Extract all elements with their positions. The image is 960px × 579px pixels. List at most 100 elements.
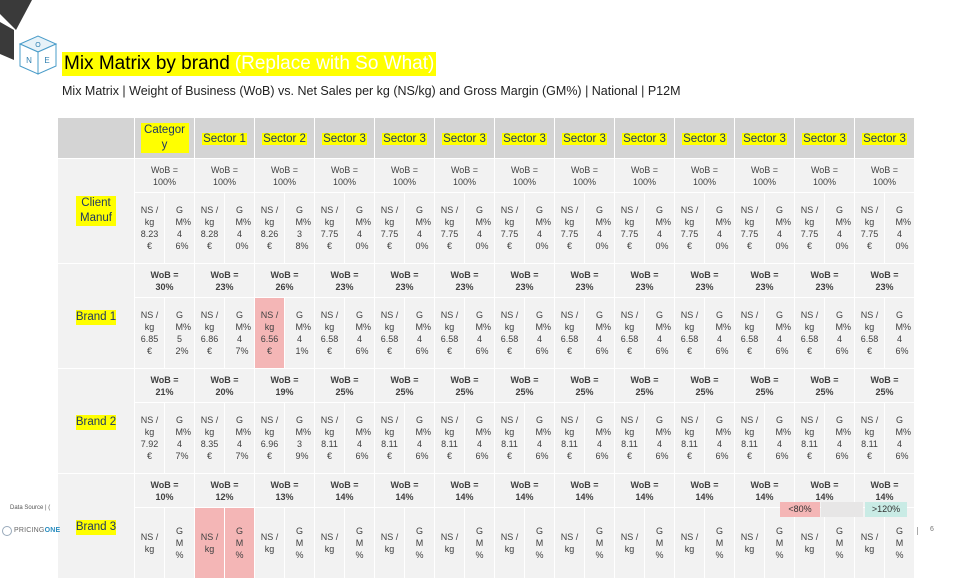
gm-percent-cell: GM% 46%: [884, 402, 915, 474]
header-row: Category Sector 1 Sector 2 Sector 3 Sector 3…: [57, 117, 915, 159]
wob-value: WoB = 20%: [210, 374, 239, 397]
ns-per-kg-value: NS /kg 7.75€: [680, 205, 699, 251]
ns-per-kg-cell: NS /kg: [494, 507, 525, 579]
wob-cell: WoB = 21%: [134, 368, 195, 403]
gm-percent-value: GM% 40%: [715, 205, 732, 251]
gm-percent-cell: GM %: [524, 507, 555, 579]
gm-percent-cell: GM% 40%: [644, 192, 675, 264]
wob-value: WoB = 25%: [510, 374, 539, 397]
gm-percent-value: GM% 46%: [775, 310, 792, 356]
gm-percent-cell: GM% 47%: [224, 402, 255, 474]
ns-per-kg-value: NS /kg: [440, 532, 459, 554]
ns-per-kg-value: NS /kg 8.26€: [260, 205, 279, 251]
column-header: Sector 1: [194, 117, 255, 159]
gm-percent-value: GM% 46%: [175, 205, 192, 251]
ns-per-kg-cell: NS /kg 7.75€: [674, 192, 705, 264]
wob-cell: WoB = 100%: [134, 158, 195, 193]
ns-per-kg-cell: NS /kg 8.11€: [314, 402, 345, 474]
gm-percent-value: GM% 40%: [475, 205, 492, 251]
gm-percent-cell: GM% 40%: [824, 192, 855, 264]
gm-percent-cell: GM% 40%: [764, 192, 795, 264]
wob-cell: WoB = 100%: [494, 158, 555, 193]
ns-per-kg-cell: NS /kg 7.75€: [614, 192, 645, 264]
metrics-row: NS /kg GM % NS /kg GM % NS /kg GM % NS /kg GM %…: [58, 507, 915, 579]
ns-per-kg-value: NS /kg: [740, 532, 759, 554]
gm-percent-value: GM% 46%: [835, 415, 852, 461]
ns-per-kg-value: NS /kg: [560, 532, 579, 554]
ns-per-kg-cell: NS /kg 7.75€: [374, 192, 405, 264]
ns-per-kg-value: NS /kg: [800, 532, 819, 554]
ns-per-kg-value: NS /kg 7.75€: [560, 205, 579, 251]
logo-cube: O N E: [0, 0, 58, 75]
ns-per-kg-value: NS /kg: [200, 532, 219, 554]
wob-value: WoB = 14%: [810, 479, 839, 502]
wob-cell: WoB = 19%: [254, 368, 315, 403]
ns-per-kg-value: NS /kg 8.28€: [200, 205, 219, 251]
ns-per-kg-value: NS /kg 7.92€: [140, 415, 159, 461]
legend-high: >120%: [865, 502, 907, 517]
gm-percent-cell: GM% 40%: [344, 192, 375, 264]
wob-value: WoB = 30%: [150, 269, 179, 292]
wob-cell: WoB = 100%: [674, 158, 735, 193]
wob-value: WoB = 23%: [630, 269, 659, 292]
so-what-placeholder: (Replace with So What): [234, 53, 435, 74]
footer-divider: [917, 527, 918, 535]
row-label: Client Manuf: [76, 196, 116, 226]
ns-per-kg-value: NS /kg 6.58€: [800, 310, 819, 356]
gm-percent-cell: GM %: [644, 507, 675, 579]
wob-cell: WoB = 25%: [794, 368, 855, 403]
row-label-cell: Brand 1: [57, 263, 135, 369]
column-header: Sector 3: [794, 117, 855, 159]
ns-per-kg-cell: NS /kg: [134, 507, 165, 579]
gm-percent-value: GM %: [295, 526, 304, 560]
wob-cell: WoB = 100%: [254, 158, 315, 193]
wob-value: WoB = 14%: [870, 479, 899, 502]
gm-percent-cell: GM% 46%: [524, 297, 555, 369]
ns-per-kg-cell: NS /kg 8.11€: [854, 402, 885, 474]
gm-percent-value: GM% 46%: [535, 310, 552, 356]
ns-per-kg-value: NS /kg: [320, 532, 339, 554]
column-header: Sector 3: [374, 117, 435, 159]
gm-percent-value: GM% 46%: [895, 415, 912, 461]
ns-per-kg-cell: NS /kg 7.75€: [794, 192, 825, 264]
wob-row: Brand 2 WoB = 21% WoB = 20% WoB = 19% WoB = …: [57, 368, 915, 474]
ns-per-kg-value: NS /kg 8.35€: [200, 415, 219, 461]
wob-value: WoB = 14%: [390, 479, 419, 502]
wob-cell: WoB = 26%: [254, 263, 315, 298]
ns-per-kg-value: NS /kg 8.11€: [800, 415, 819, 461]
ns-per-kg-cell: NS /kg 6.58€: [674, 297, 705, 369]
ns-per-kg-value: NS /kg 6.58€: [320, 310, 339, 356]
wob-cell: WoB = 100%: [734, 158, 795, 193]
wob-value: WoB = 14%: [450, 479, 479, 502]
wob-cell: WoB = 100%: [434, 158, 495, 193]
ns-per-kg-cell: NS /kg: [614, 507, 645, 579]
ns-per-kg-value: NS /kg 6.58€: [860, 310, 879, 356]
ns-per-kg-cell: NS /kg 8.11€: [794, 402, 825, 474]
ns-per-kg-value: NS /kg 7.75€: [500, 205, 519, 251]
wob-value: WoB = 100%: [210, 164, 239, 187]
row-label: Brand 3: [75, 520, 117, 535]
ns-per-kg-cell: NS /kg 6.56€: [254, 297, 285, 369]
ns-per-kg-cell: NS /kg: [794, 507, 825, 579]
gm-percent-value: GM %: [535, 526, 544, 560]
ns-per-kg-cell: NS /kg: [434, 507, 465, 579]
wob-cell: WoB = 100%: [854, 158, 915, 193]
wob-value: WoB = 14%: [750, 479, 779, 502]
gm-percent-cell: GM %: [344, 507, 375, 579]
gm-percent-cell: GM% 46%: [764, 402, 795, 474]
gm-percent-value: GM %: [835, 526, 844, 560]
gm-percent-value: GM% 40%: [655, 205, 672, 251]
wob-cell: WoB = 25%: [314, 368, 375, 403]
wob-cell: WoB = 25%: [434, 368, 495, 403]
ns-per-kg-value: NS /kg 6.58€: [680, 310, 699, 356]
wob-value: WoB = 14%: [510, 479, 539, 502]
ns-per-kg-value: NS /kg 8.11€: [860, 415, 879, 461]
ns-per-kg-value: NS /kg 6.96€: [260, 415, 279, 461]
gm-percent-cell: GM% 40%: [464, 192, 495, 264]
ns-per-kg-value: NS /kg 8.23€: [140, 205, 159, 251]
gm-percent-value: GM% 47%: [235, 310, 252, 356]
gm-percent-cell: GM% 46%: [824, 297, 855, 369]
gm-percent-value: GM% 40%: [235, 205, 252, 251]
wob-value: WoB = 100%: [510, 164, 539, 187]
wob-cell: WoB = 14%: [494, 473, 555, 508]
